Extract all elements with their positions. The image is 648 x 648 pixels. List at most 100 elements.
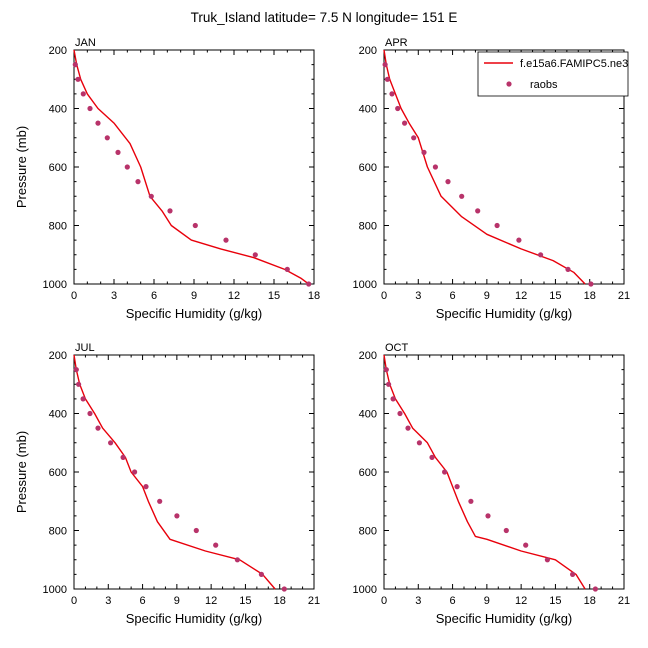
obs-point bbox=[143, 484, 149, 490]
x-tick-label: 3 bbox=[111, 290, 117, 302]
obs-point bbox=[87, 410, 93, 417]
panel-jul: JUL 0 3 6 9 12 15 18 21 200 400 600 800 1000 Specific … bbox=[14, 342, 320, 626]
obs-point bbox=[432, 164, 438, 170]
obs-point bbox=[459, 193, 465, 199]
obs-point bbox=[120, 454, 126, 460]
obs-point bbox=[223, 237, 229, 243]
x-tick-label: 12 bbox=[515, 595, 527, 607]
x-tick-label: 9 bbox=[191, 290, 197, 302]
x-tick-label: 21 bbox=[308, 595, 320, 607]
obs-point bbox=[523, 542, 529, 548]
model-profile-line bbox=[383, 354, 586, 590]
obs-point bbox=[389, 91, 395, 97]
obs-point bbox=[382, 62, 388, 68]
obs-point bbox=[132, 469, 138, 475]
x-tick-label: 6 bbox=[450, 290, 456, 302]
obs-point bbox=[258, 571, 264, 578]
obs-point bbox=[252, 252, 258, 258]
obs-point bbox=[468, 498, 474, 504]
obs-point bbox=[516, 237, 522, 243]
obs-point bbox=[104, 135, 110, 141]
y-tick-label: 1000 bbox=[43, 584, 67, 596]
x-tick-label: 0 bbox=[71, 290, 77, 302]
obs-point bbox=[108, 440, 114, 446]
obs-point bbox=[72, 62, 78, 68]
obs-point bbox=[234, 557, 240, 563]
x-tick-label: 6 bbox=[140, 595, 146, 607]
y-tick-label: 400 bbox=[359, 104, 377, 116]
obs-point bbox=[384, 76, 390, 82]
obs-point bbox=[95, 120, 101, 126]
obs-point bbox=[386, 381, 392, 387]
x-tick-label: 0 bbox=[381, 290, 387, 302]
obs-point bbox=[174, 513, 180, 519]
x-tick-label: 9 bbox=[484, 595, 490, 607]
x-tick-label: 15 bbox=[239, 595, 251, 607]
y-tick-label: 600 bbox=[359, 467, 377, 479]
obs-point bbox=[592, 586, 599, 592]
y-tick-label: 1000 bbox=[353, 584, 377, 596]
obs-point bbox=[281, 586, 287, 592]
obs-point bbox=[76, 381, 82, 387]
obs-point bbox=[157, 498, 163, 504]
model-profile-line bbox=[73, 49, 310, 285]
y-tick-label: 200 bbox=[49, 45, 67, 57]
x-tick-label: 18 bbox=[584, 290, 596, 302]
y-tick-label: 1000 bbox=[43, 279, 67, 291]
panel-apr: APR 0 3 6 9 12 15 18 21 200 400 600 800 1000 Specific … bbox=[353, 37, 631, 321]
obs-point bbox=[148, 193, 154, 199]
obs-point bbox=[405, 425, 411, 431]
panel-title: APR bbox=[385, 37, 408, 49]
x-tick-label: 6 bbox=[151, 290, 157, 302]
obs-point bbox=[485, 513, 491, 519]
obs-point bbox=[588, 281, 594, 287]
obs-point bbox=[475, 208, 481, 214]
x-tick-label: 0 bbox=[71, 595, 77, 607]
panel-oct: OCT 0 3 6 9 12 15 18 21 200 400 600 800 1000 Specific … bbox=[353, 342, 631, 626]
y-tick-label: 400 bbox=[49, 409, 67, 421]
plot-frame bbox=[73, 354, 315, 590]
x-tick-label: 9 bbox=[174, 595, 180, 607]
x-axis-label: Specific Humidity (g/kg) bbox=[126, 611, 263, 626]
obs-point bbox=[80, 396, 86, 402]
obs-point bbox=[416, 440, 422, 446]
x-tick-label: 9 bbox=[484, 290, 490, 302]
x-tick-label: 0 bbox=[381, 595, 387, 607]
obs-point bbox=[402, 120, 408, 126]
x-axis-label: Specific Humidity (g/kg) bbox=[436, 306, 573, 321]
x-tick-label: 21 bbox=[618, 290, 630, 302]
obs-point bbox=[429, 454, 435, 460]
y-tick-label: 1000 bbox=[353, 279, 377, 291]
obs-point bbox=[135, 179, 141, 185]
obs-point bbox=[73, 367, 79, 373]
legend-obs-swatch bbox=[506, 81, 512, 87]
obs-point bbox=[544, 557, 551, 563]
obs-point bbox=[390, 396, 396, 402]
y-tick-label: 800 bbox=[359, 221, 377, 233]
obs-point bbox=[538, 252, 544, 258]
x-tick-label: 12 bbox=[205, 595, 217, 607]
obs-point bbox=[494, 222, 500, 229]
obs-point bbox=[213, 542, 219, 548]
x-tick-label: 12 bbox=[228, 290, 240, 302]
obs-point bbox=[570, 571, 576, 578]
obs-point bbox=[397, 410, 403, 417]
panel-jan: JAN 0 3 6 9 12 15 18 200 400 600 800 1000 Specific Hu… bbox=[14, 37, 320, 321]
y-tick-label: 600 bbox=[359, 162, 377, 174]
model-profile-line bbox=[383, 49, 586, 285]
obs-point bbox=[284, 266, 290, 272]
y-tick-label: 400 bbox=[49, 104, 67, 116]
obs-point bbox=[411, 135, 417, 141]
y-tick-label: 200 bbox=[359, 45, 377, 57]
obs-point bbox=[306, 281, 312, 287]
obs-point bbox=[442, 469, 448, 475]
obs-point bbox=[80, 91, 86, 97]
x-tick-label: 3 bbox=[415, 290, 421, 302]
x-tick-label: 3 bbox=[105, 595, 111, 607]
x-tick-label: 6 bbox=[450, 595, 456, 607]
y-tick-label: 800 bbox=[49, 221, 67, 233]
y-axis-label: Pressure (mb) bbox=[14, 126, 29, 208]
x-tick-label: 12 bbox=[515, 290, 527, 302]
y-tick-label: 600 bbox=[49, 162, 67, 174]
